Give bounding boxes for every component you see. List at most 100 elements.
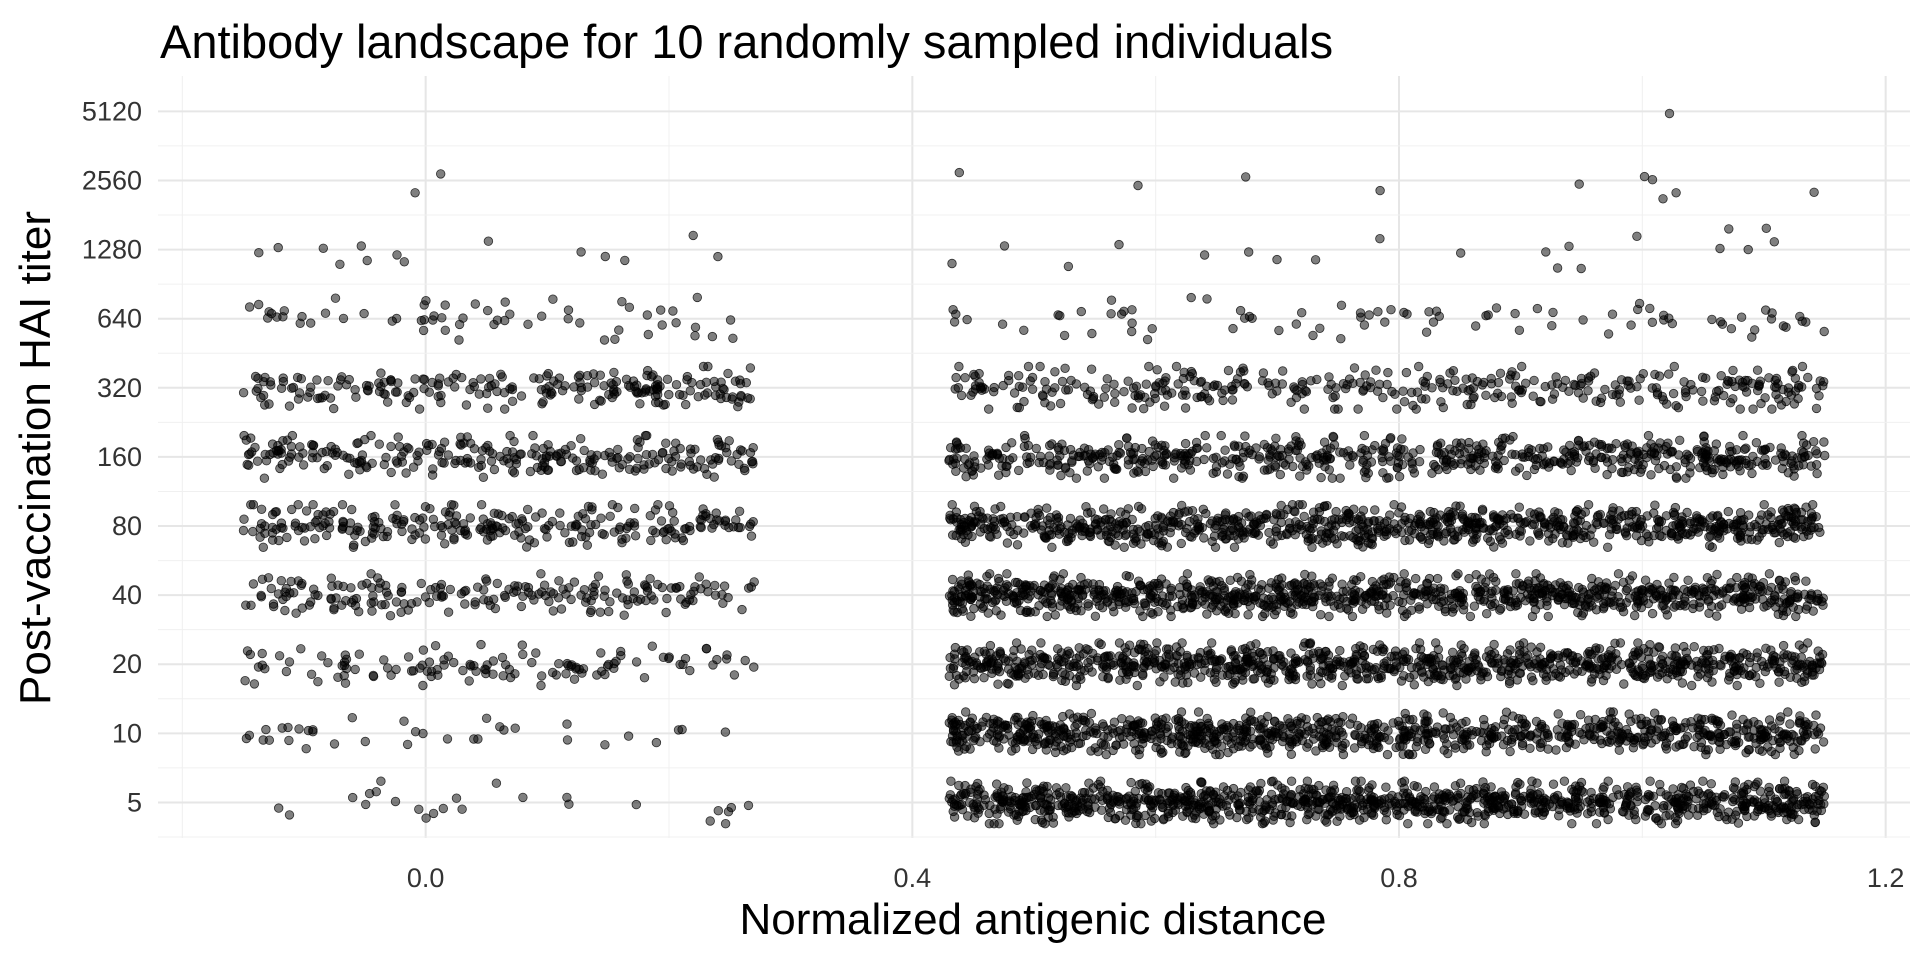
data-point <box>1478 777 1488 787</box>
data-point <box>402 739 413 750</box>
data-point <box>1506 737 1517 748</box>
data-point <box>497 652 508 663</box>
data-point <box>1704 788 1714 799</box>
data-point <box>1311 811 1321 821</box>
data-point <box>1086 746 1096 756</box>
data-point <box>1562 721 1573 731</box>
data-point <box>969 813 980 823</box>
data-point <box>1500 658 1510 668</box>
data-point <box>1102 785 1113 796</box>
data-point <box>1715 659 1725 670</box>
data-point <box>1648 791 1659 802</box>
data-point <box>1757 746 1768 756</box>
data-point <box>390 500 400 510</box>
data-point <box>471 666 481 677</box>
data-point <box>1345 719 1355 729</box>
data-point <box>1795 659 1805 669</box>
data-point <box>1759 794 1770 804</box>
data-point <box>1798 643 1808 654</box>
data-point <box>1398 654 1408 665</box>
data-point <box>1784 596 1795 607</box>
data-point <box>1699 729 1709 739</box>
data-point <box>1440 604 1450 614</box>
data-point <box>609 527 620 537</box>
data-point <box>1338 586 1348 597</box>
data-point <box>518 591 528 602</box>
data-point <box>705 816 715 826</box>
data-point <box>1707 576 1717 586</box>
data-point <box>491 778 502 788</box>
data-point <box>410 727 421 737</box>
data-point <box>664 653 674 664</box>
data-point <box>597 529 608 539</box>
data-point <box>1011 671 1021 681</box>
data-point <box>1373 673 1384 684</box>
data-point <box>1260 741 1271 751</box>
data-point <box>569 674 580 684</box>
data-point <box>675 581 685 592</box>
data-point <box>1565 806 1575 816</box>
data-point <box>268 509 278 520</box>
data-point <box>1308 734 1319 744</box>
data-point <box>1210 656 1220 667</box>
data-point <box>523 504 533 515</box>
data-point <box>1683 575 1693 586</box>
data-point <box>1196 789 1207 799</box>
data-point <box>308 500 318 510</box>
data-point <box>1146 726 1157 737</box>
data-point <box>972 578 982 588</box>
data-point <box>1445 712 1456 723</box>
data-point <box>1324 611 1334 622</box>
data-point <box>1462 800 1472 811</box>
data-point <box>536 680 546 691</box>
data-point <box>1314 780 1324 791</box>
data-point <box>1617 729 1628 740</box>
data-point <box>1548 650 1558 661</box>
data-point <box>967 713 978 723</box>
data-point <box>256 590 266 601</box>
data-point <box>996 801 1006 812</box>
data-point <box>1608 600 1619 610</box>
data-point <box>1381 808 1392 818</box>
data-point <box>1161 644 1172 654</box>
data-point <box>268 535 278 545</box>
data-point <box>1200 599 1211 609</box>
data-point <box>1269 717 1280 727</box>
data-point <box>500 525 511 536</box>
data-point <box>390 796 401 807</box>
data-point <box>449 535 459 545</box>
data-point <box>969 603 979 614</box>
data-point <box>473 582 483 592</box>
data-point <box>1764 715 1775 725</box>
data-point <box>1819 799 1829 809</box>
data-point <box>1114 599 1124 610</box>
data-point <box>1048 812 1058 822</box>
data-point <box>1021 787 1031 797</box>
data-point <box>609 658 619 669</box>
data-point <box>995 646 1005 657</box>
data-point <box>403 652 414 662</box>
data-point <box>1347 611 1358 622</box>
data-point <box>1097 795 1108 806</box>
data-point <box>1117 667 1128 678</box>
data-point <box>1384 735 1394 745</box>
data-point <box>1706 779 1717 789</box>
data-point <box>648 525 658 536</box>
data-point <box>1234 801 1244 811</box>
data-point <box>1315 610 1326 620</box>
data-point <box>517 640 528 650</box>
data-point <box>1337 743 1348 754</box>
data-point <box>1810 781 1821 792</box>
data-point <box>1286 664 1297 674</box>
data-point <box>1819 791 1830 801</box>
data-point <box>1466 817 1477 828</box>
data-point <box>1650 801 1660 811</box>
data-point <box>1749 725 1759 736</box>
data-point <box>339 670 349 681</box>
data-point <box>632 596 643 606</box>
data-point <box>1130 786 1141 797</box>
data-point <box>1783 707 1793 717</box>
data-point <box>735 522 745 533</box>
data-point <box>1027 645 1037 655</box>
data-point <box>1504 676 1515 686</box>
